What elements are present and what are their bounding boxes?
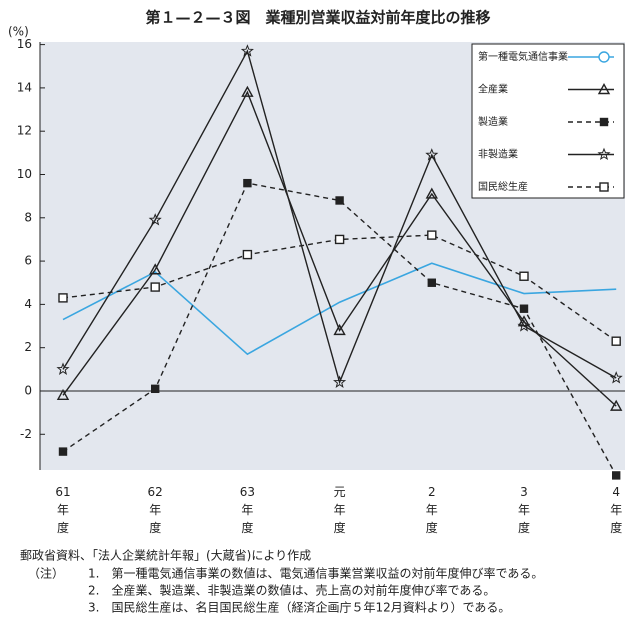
legend-label: 製造業	[478, 115, 508, 128]
marker	[56, 362, 70, 375]
marker	[597, 83, 611, 95]
x-tick-label: 2 年度	[426, 485, 438, 535]
y-tick-label: 0	[24, 383, 32, 397]
y-axis-label: (%)	[8, 25, 29, 39]
marker	[599, 182, 609, 192]
note: （注）	[28, 566, 64, 581]
marker	[58, 447, 68, 456]
marker	[519, 271, 529, 281]
marker	[599, 117, 609, 127]
marker	[243, 178, 252, 188]
marker	[611, 336, 621, 346]
x-tick-label: 61 年度	[55, 485, 70, 535]
chart-title: 第１—２—３図 業種別営業収益対前年度比の推移	[145, 9, 490, 27]
series-line	[62, 262, 617, 356]
marker	[334, 234, 345, 245]
marker	[612, 471, 621, 480]
marker	[425, 187, 438, 199]
series-line	[62, 49, 617, 385]
legend-label: 全産業	[478, 83, 508, 96]
y-tick-label: -2	[20, 427, 32, 441]
marker	[242, 249, 253, 260]
y-tick-label: 6	[24, 254, 32, 268]
marker	[427, 230, 437, 240]
x-tick-label: 63 年度	[240, 485, 255, 535]
y-tick-label: 8	[24, 210, 32, 224]
marker	[597, 147, 611, 161]
marker	[609, 371, 623, 384]
y-tick-label: 12	[17, 124, 32, 138]
notes: 郵政省資料、「法人企業統計年報」(大蔵省)により作成 （注） 1. 第一種電気通信事…	[20, 548, 543, 615]
marker	[519, 304, 529, 313]
legend-label: 非製造業	[478, 148, 518, 161]
y-tick-label: 2	[24, 340, 32, 354]
marker	[241, 85, 254, 97]
note: 郵政省資料、「法人企業統計年報」(大蔵省)により作成	[20, 548, 311, 563]
marker	[610, 399, 623, 411]
legend-label: 第一種電気通信事業	[478, 50, 568, 63]
marker	[150, 384, 160, 394]
marker	[148, 213, 162, 226]
marker	[56, 388, 70, 401]
marker	[425, 148, 439, 161]
y-tick-label: 14	[17, 80, 32, 94]
legend-box	[471, 43, 625, 199]
y-tick-label: 16	[17, 37, 32, 51]
marker	[427, 278, 436, 287]
y-tick-label: 10	[17, 167, 32, 181]
note: 3. 国民総生産は、名目国民総生産（経済企画庁５年12月資料より）である。	[88, 600, 510, 615]
marker	[598, 51, 610, 63]
marker	[335, 196, 344, 205]
marker	[240, 44, 254, 57]
marker	[149, 263, 162, 275]
note: 2. 全産業、製造業、非製造業の数値は、売上高の対前年度伸び率である。	[88, 583, 495, 598]
x-tick-label: 3 年度	[518, 485, 530, 535]
marker	[333, 375, 347, 388]
legend-label: 国民総生産	[478, 180, 528, 193]
note: 1. 第一種電気通信事業の数値は、電気通信事業営業収益の対前年度伸び率である。	[88, 566, 543, 581]
x-tick-label: 4 年度	[610, 485, 622, 535]
marker	[150, 282, 160, 292]
x-tick-label: 62 年度	[148, 485, 163, 535]
x-tick-label: 元年度	[334, 485, 346, 535]
marker	[58, 293, 68, 303]
marker	[333, 323, 346, 336]
y-tick-label: 4	[24, 297, 32, 311]
marker	[517, 319, 531, 332]
